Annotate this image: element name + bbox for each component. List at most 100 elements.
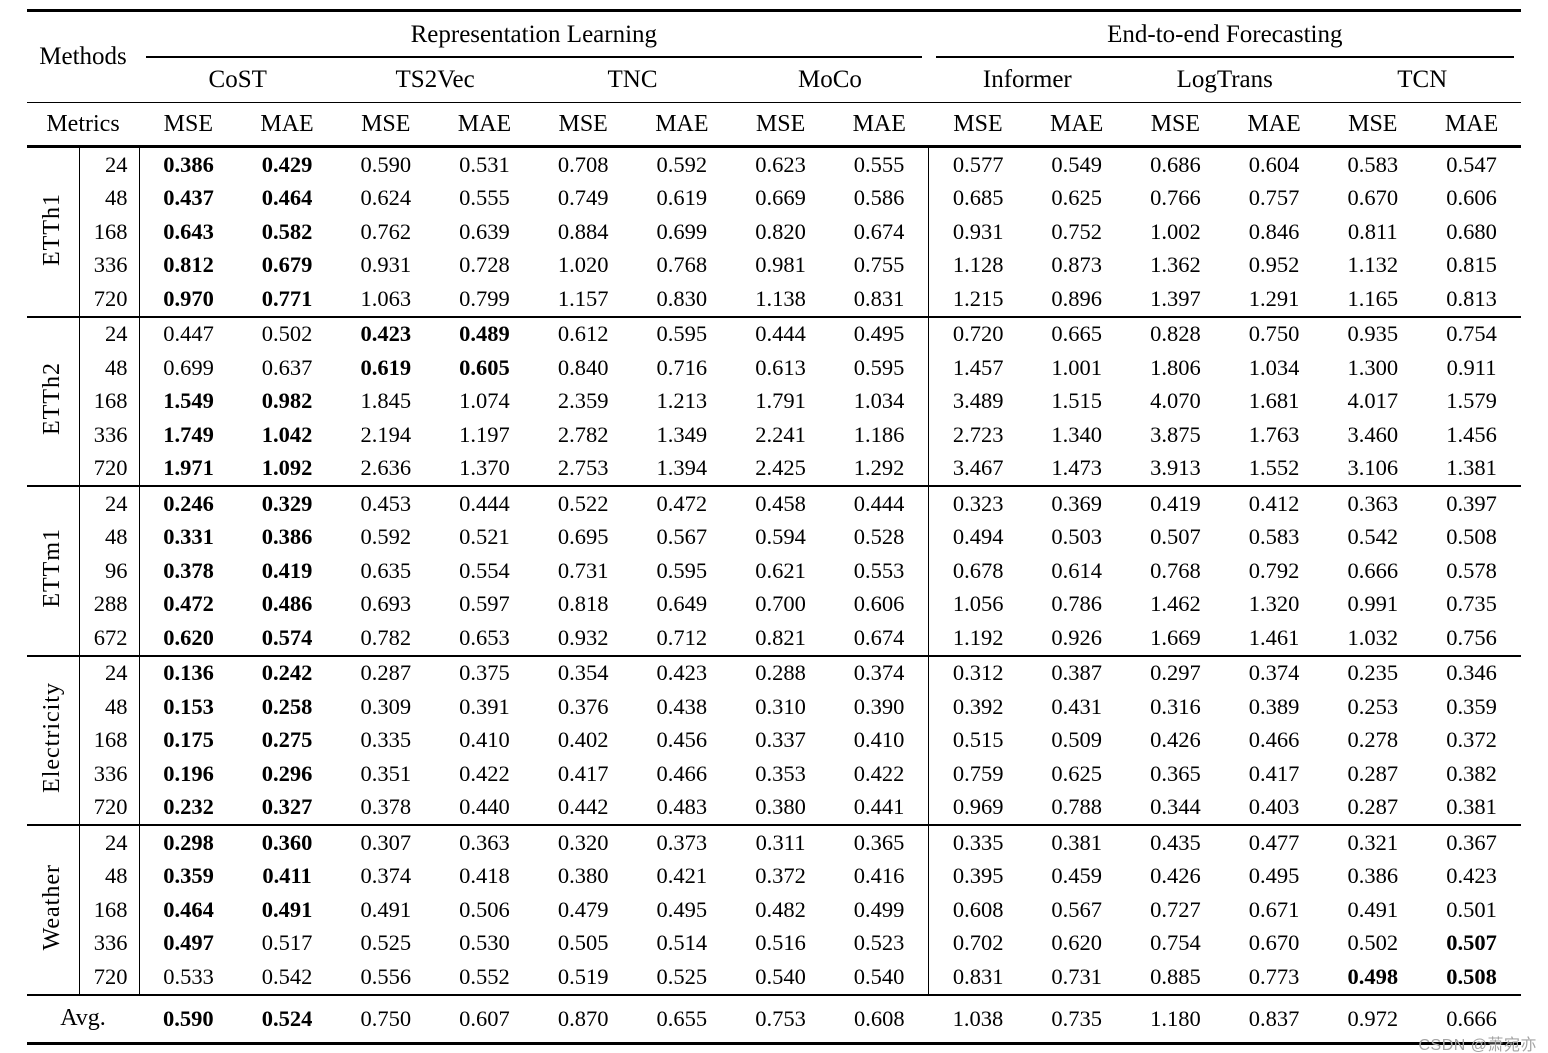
- metric-value-cell: 0.606: [1446, 185, 1497, 211]
- table-row: 168 0.175 0.275 0.335 0.410 0.402 0.456 0.337 0.…: [27, 723, 1521, 757]
- metric-value-cell: 0.554: [459, 557, 510, 583]
- method-header-cost: CoST: [208, 66, 267, 93]
- metric-value-cell: 0.494: [952, 524, 1004, 550]
- metric-value-cell: 0.524: [237, 993, 337, 1043]
- metric-value-cell: 0.309: [360, 693, 412, 719]
- metric-value-cell: 0.670: [1347, 185, 1399, 211]
- horizon-value: 96: [79, 554, 140, 588]
- metric-value-cell: 0.606: [829, 587, 930, 621]
- metric-value-cell: 0.442: [557, 794, 609, 820]
- metric-value-cell: 0.754: [1422, 315, 1521, 351]
- metric-value-cell: 0.380: [755, 794, 806, 820]
- table-row: 48 0.359 0.411 0.374 0.418 0.380 0.421 0.372 0.4…: [27, 859, 1521, 893]
- metric-value-cell: 0.329: [237, 485, 337, 521]
- horizon-value: 48: [79, 520, 140, 554]
- metric-value-cell: 0.246: [139, 485, 238, 521]
- metric-value-cell: 0.331: [163, 524, 214, 550]
- metric-value-cell: 0.287: [336, 654, 436, 690]
- metric-header-mse: MSE: [533, 102, 633, 148]
- metric-value-cell: 1.132: [1347, 252, 1399, 278]
- metric-value-cell: 1.128: [952, 252, 1004, 278]
- methods-header: Methods: [39, 43, 127, 70]
- metric-value-cell: 0.540: [755, 963, 806, 989]
- metric-value-cell: 0.873: [1051, 252, 1102, 278]
- metric-value-cell: 0.444: [435, 485, 534, 521]
- metric-value-cell: 0.621: [755, 557, 806, 583]
- metric-value-cell: 0.542: [261, 963, 313, 989]
- metric-value-cell: 0.567: [656, 524, 708, 550]
- average-row: Avg. 0.590 0.524 0.750 0.607 0.870 0.655 0.753 0…: [27, 993, 1521, 1043]
- method-header-informer: Informer: [982, 66, 1072, 93]
- metric-value-cell: 0.344: [1150, 794, 1201, 820]
- metric-value-cell: 0.440: [459, 794, 510, 820]
- metric-value-cell: 0.491: [360, 896, 412, 922]
- metric-value-cell: 1.215: [952, 285, 1004, 311]
- horizon-value: 24: [79, 315, 140, 351]
- method-header-row: CoST TS2Vec TNC MoCo Informer LogTrans T…: [27, 58, 1521, 103]
- metric-value-cell: 0.421: [656, 863, 708, 889]
- metric-value-cell: 0.586: [829, 181, 930, 215]
- metric-value-cell: 1.462: [1150, 591, 1201, 617]
- metric-value-cell: 0.242: [237, 654, 337, 690]
- metric-value-cell: 0.552: [459, 963, 510, 989]
- metric-value-cell: 0.649: [656, 591, 708, 617]
- metric-value-cell: 0.972: [1323, 993, 1423, 1043]
- table-row: Weather 24 0.298 0.360 0.307 0.363 0.320 0.373 0…: [27, 824, 1521, 995]
- metric-value-cell: 0.412: [1224, 485, 1324, 521]
- metric-value-cell: 0.391: [459, 693, 510, 719]
- metric-value-cell: 1.971: [163, 455, 214, 481]
- group-representation-learning: Representation Learning: [139, 11, 929, 59]
- metric-value-cell: 0.533: [163, 963, 214, 989]
- metric-header-mse: MSE: [1323, 102, 1423, 148]
- metric-value-cell: 0.466: [656, 760, 708, 786]
- metric-value-cell: 0.375: [435, 654, 534, 690]
- metric-value-cell: 0.768: [656, 252, 708, 278]
- metric-value-cell: 0.637: [261, 354, 313, 380]
- metric-value-cell: 0.437: [163, 185, 214, 211]
- metric-value-cell: 1.300: [1347, 354, 1399, 380]
- metric-value-cell: 0.831: [829, 282, 930, 317]
- metric-value-cell: 0.508: [1446, 963, 1497, 989]
- metric-value-cell: 0.643: [163, 218, 214, 244]
- metric-value-cell: 0.417: [557, 760, 609, 786]
- metric-value-cell: 0.653: [459, 624, 510, 650]
- metric-value-cell: 0.503: [1051, 524, 1102, 550]
- metric-value-cell: 1.579: [1446, 388, 1497, 414]
- metric-value-cell: 1.669: [1150, 624, 1201, 650]
- metric-value-cell: 0.365: [1150, 760, 1201, 786]
- metric-value-cell: 1.806: [1150, 354, 1201, 380]
- metric-value-cell: 0.542: [1347, 524, 1399, 550]
- metric-value-cell: 0.597: [459, 591, 510, 617]
- horizon-value: 336: [79, 926, 140, 960]
- metric-header-mae: MAE: [1224, 102, 1324, 148]
- metric-value-cell: 0.607: [435, 993, 534, 1043]
- metric-value-cell: 0.669: [755, 185, 806, 211]
- table-row: 720 0.533 0.542 0.556 0.552 0.519 0.525 0.540 0.…: [27, 960, 1521, 995]
- metric-value-cell: 0.353: [755, 760, 806, 786]
- metric-value-cell: 0.402: [557, 727, 609, 753]
- metric-value-cell: 1.038: [928, 993, 1028, 1043]
- metric-value-cell: 0.525: [656, 963, 708, 989]
- table-row: ETTh1 24 0.386 0.429 0.590 0.531 0.708 0.592 0.6…: [27, 145, 1521, 317]
- metric-value-cell: 0.788: [1051, 794, 1102, 820]
- horizon-value: 720: [79, 451, 140, 486]
- metric-value-cell: 0.655: [632, 993, 732, 1043]
- metric-value-cell: 3.106: [1347, 455, 1399, 481]
- average-label: Avg.: [27, 993, 139, 1043]
- metric-value-cell: 0.486: [261, 591, 313, 617]
- metric-value-cell: 0.671: [1248, 896, 1300, 922]
- horizon-value: 168: [79, 384, 140, 418]
- metric-value-cell: 1.349: [656, 421, 708, 447]
- metric-value-cell: 1.456: [1446, 421, 1497, 447]
- metric-value-cell: 0.731: [1051, 963, 1102, 989]
- metric-value-cell: 1.074: [459, 388, 510, 414]
- metric-value-cell: 0.491: [261, 896, 313, 922]
- metric-value-cell: 0.136: [139, 654, 238, 690]
- metric-value-cell: 1.292: [829, 451, 930, 486]
- metric-value-cell: 0.762: [360, 218, 412, 244]
- group-end-to-end-forecasting: End-to-end Forecasting: [929, 11, 1521, 59]
- metric-value-cell: 0.590: [139, 993, 238, 1043]
- metric-value-cell: 0.453: [336, 485, 436, 521]
- metric-value-cell: 0.530: [459, 930, 510, 956]
- metric-value-cell: 0.444: [731, 315, 830, 351]
